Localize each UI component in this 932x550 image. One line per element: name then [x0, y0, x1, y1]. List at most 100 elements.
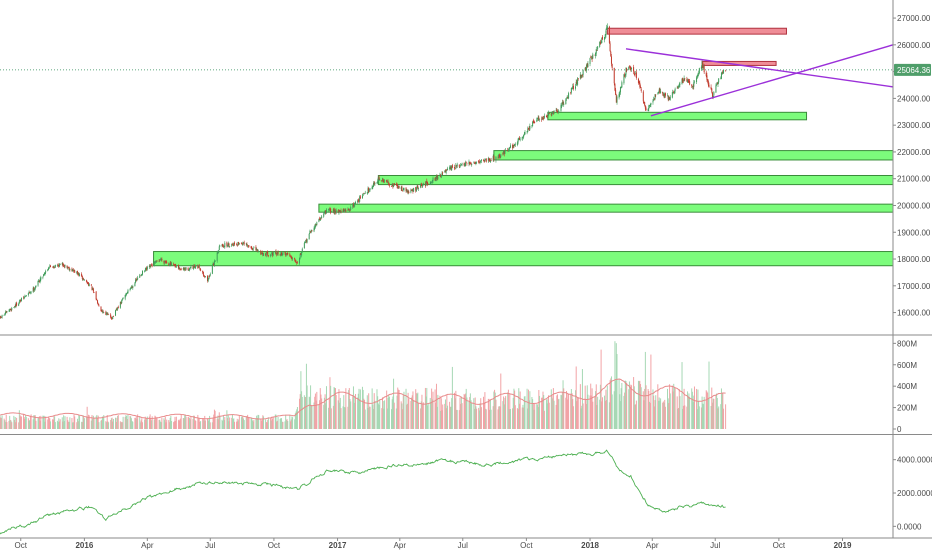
volume-bar: [655, 395, 657, 429]
volume-bar: [1, 415, 3, 429]
candle-body: [358, 200, 360, 202]
candle: [367, 186, 369, 194]
support-zone-5[interactable]: [377, 174, 894, 186]
candle-body: [686, 78, 688, 82]
support-zone-6[interactable]: [318, 203, 894, 213]
volume-bar: [32, 419, 34, 429]
candle-body: [721, 71, 723, 73]
candle-body: [106, 312, 108, 315]
volume-bar: [429, 397, 431, 429]
candle-body: [391, 184, 393, 186]
current-price-tag[interactable]: 25064.36: [894, 63, 931, 76]
candle-body: [300, 253, 302, 255]
candle-body: [483, 160, 485, 161]
candle: [155, 260, 157, 264]
time-axis[interactable]: Oct 2016 Apr Jul Oct 2017 Apr Jul Oct 2018 Apr Jul O…: [15, 538, 852, 550]
candle: [529, 123, 531, 131]
candle: [48, 267, 50, 269]
candle: [459, 166, 461, 168]
volume-bar: [465, 393, 467, 429]
volume-bar: [509, 409, 511, 429]
candle-body: [494, 159, 496, 161]
candle: [497, 155, 499, 160]
candle-body: [692, 85, 694, 88]
volume-bar: [383, 408, 385, 429]
volume-bar: [463, 393, 465, 429]
candle-body: [432, 177, 434, 181]
candle-body: [0, 316, 2, 318]
candle: [687, 78, 689, 84]
candle-body: [469, 162, 471, 164]
indicator-pane[interactable]: [0, 449, 726, 535]
candle-body: [689, 81, 691, 85]
candle-body: [505, 149, 507, 151]
price-pane[interactable]: [0, 23, 894, 320]
volume-bar: [330, 385, 332, 429]
candle-body: [90, 284, 92, 286]
trendline-1[interactable]: [625, 48, 894, 88]
time-tick-label: Oct: [15, 541, 28, 550]
candle: [521, 136, 523, 141]
candle: [546, 114, 548, 119]
volume-bar: [551, 396, 553, 429]
volume-bar: [45, 416, 47, 429]
volume-bar: [18, 410, 20, 429]
candle-body: [495, 156, 497, 161]
candle-body: [11, 307, 13, 310]
candle-body: [97, 303, 99, 306]
volume-bar: [582, 403, 584, 429]
support-zone-4[interactable]: [493, 150, 894, 161]
candle-body: [63, 265, 65, 267]
volume-ma-line[interactable]: [0, 378, 726, 420]
volume-bar: [209, 415, 211, 429]
volume-bar: [575, 366, 577, 429]
volume-bar: [308, 396, 310, 429]
candle: [281, 251, 283, 256]
price-axis[interactable]: 16000.0017000.0018000.0019000.0020000.00…: [893, 14, 931, 318]
candle: [144, 267, 146, 272]
volume-bar: [456, 409, 458, 429]
candle: [417, 187, 419, 191]
volume-bar: [129, 415, 131, 429]
volume-bar: [135, 416, 137, 429]
time-tick-label: Apr: [394, 541, 407, 550]
candle-body: [77, 273, 79, 275]
support-zone-7[interactable]: [153, 251, 894, 267]
resistance-zone-1[interactable]: [606, 27, 787, 35]
candle: [333, 207, 335, 215]
candle-body: [212, 263, 214, 265]
candle-body: [425, 181, 427, 186]
candle-body: [383, 181, 385, 183]
support-zone-3[interactable]: [547, 111, 808, 121]
candle-body: [562, 102, 564, 105]
candle-body: [434, 178, 436, 181]
candle: [334, 209, 336, 215]
volume-bar: [246, 416, 248, 429]
volume-bar: [363, 398, 365, 429]
candle: [711, 88, 713, 94]
candle: [592, 52, 594, 59]
candle: [183, 267, 185, 271]
volume-bar: [175, 416, 177, 429]
volume-pane[interactable]: [0, 341, 727, 429]
candle: [301, 251, 303, 258]
volume-bar: [348, 390, 350, 429]
volume-bar: [722, 392, 724, 429]
volume-bar: [682, 405, 684, 429]
candle: [319, 216, 321, 221]
volume-bar: [484, 392, 486, 429]
volume-bar: [72, 422, 74, 429]
candle: [212, 261, 214, 266]
candle-body: [319, 219, 321, 221]
candle-body: [440, 174, 442, 178]
volume-bar: [575, 390, 577, 429]
candle: [161, 257, 163, 262]
trendline-2[interactable]: [650, 44, 894, 117]
volume-bar: [449, 406, 451, 429]
indicator-line[interactable]: [0, 449, 726, 535]
volume-bar: [267, 417, 269, 429]
